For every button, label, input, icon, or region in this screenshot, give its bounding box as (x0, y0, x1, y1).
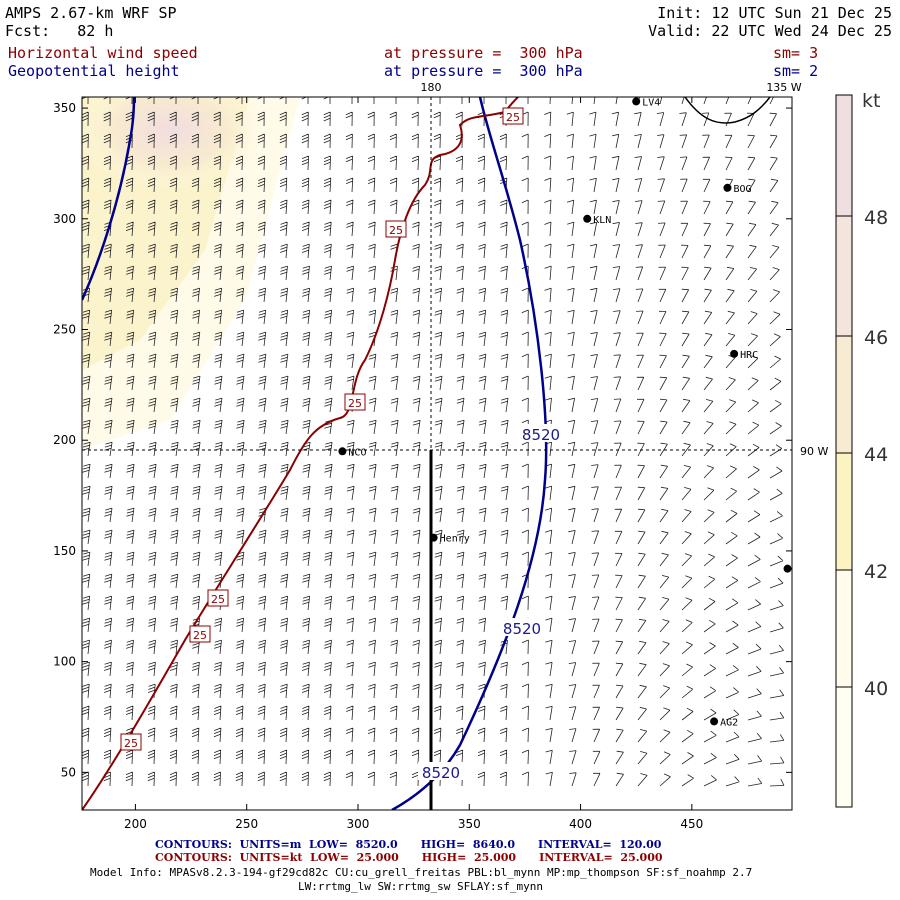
wind-labels: 25 25 25 25 25 25 (120, 107, 524, 751)
contour-info-wind: CONTOURS: UNITS=kt LOW= 25.000 HIGH= 25.… (155, 851, 663, 864)
wind-label: 25 (506, 111, 520, 124)
colorbar-label: 44 (864, 444, 888, 466)
station-marker (632, 97, 641, 106)
station-marker (730, 349, 739, 358)
smoothing-1: sm= 3 (773, 44, 819, 62)
height-contour-upper-left (82, 97, 136, 301)
smoothing-2: sm= 2 (773, 62, 819, 80)
x-tick-label: 200 (124, 817, 147, 831)
station-marker (338, 447, 347, 456)
wind-label: 25 (193, 629, 207, 642)
station-marker (583, 214, 592, 223)
pressure-level-2: at pressure = 300 hPa (384, 62, 583, 80)
colorbar-band-46 (836, 336, 852, 453)
lon-label-180: 180 (421, 81, 442, 94)
colorbar-label: 42 (864, 561, 888, 583)
x-axis: 200 250 300 350 400 450 (124, 97, 703, 831)
y-tick-label: 300 (53, 212, 76, 226)
field-wind-speed: Horizontal wind speed (8, 44, 198, 62)
station-label: KLN (593, 215, 611, 226)
colorbar: kt 48 46 44 42 40 (835, 90, 888, 808)
field-geopotential: Geopotential height (8, 62, 180, 80)
colorbar-band-48b (836, 95, 852, 216)
wind-label: 25 (348, 397, 362, 410)
forecast-hour: Fcst: 82 h (5, 22, 114, 40)
wind-label: 25 (124, 737, 138, 750)
wind-contour-25kt (82, 97, 519, 810)
wind-barbs (82, 97, 792, 787)
station-label: Henry (440, 534, 470, 545)
init-time: Init: 12 UTC Sun 21 Dec 25 (657, 4, 892, 22)
y-tick-label: 150 (53, 544, 76, 558)
valid-time: Valid: 22 UTC Wed 24 Dec 25 (648, 22, 892, 40)
colorbar-unit: kt (862, 90, 880, 112)
colorbar-label: 40 (864, 678, 888, 700)
station-marker (710, 717, 719, 726)
y-tick-label: 200 (53, 433, 76, 447)
lon-label-90w: 90 W (800, 445, 828, 458)
colorbar-band-48a (836, 216, 852, 336)
height-label: 8520 (422, 764, 460, 782)
wind-shading-max (82, 97, 265, 190)
model-info-physics: LW:rrtmg_lw SW:rrtmg_sw SFLAY:sf_mynn (298, 880, 544, 893)
x-tick-label: 300 (347, 817, 370, 831)
height-labels: 8520 8520 8520 (418, 424, 562, 782)
station-marker (723, 183, 732, 192)
station-label: NCO (348, 447, 366, 458)
y-axis: 350 300 250 200 150 100 50 (53, 101, 792, 779)
wind-barb-field (82, 97, 792, 787)
x-tick-label: 250 (235, 817, 258, 831)
station-marker (429, 533, 438, 542)
plot-frame (81, 96, 793, 811)
stations: LV4 BOG KLN HRC NCO Henry AG2 (338, 97, 792, 728)
model-title: AMPS 2.67-km WRF SP (5, 4, 177, 22)
x-tick-label: 350 (458, 817, 481, 831)
model-info: Model Info: MPASv8.2.3-194-gf29cd82c CU:… (90, 866, 753, 879)
colorbar-label: 48 (864, 207, 888, 229)
y-tick-label: 100 (53, 655, 76, 669)
y-tick-label: 350 (53, 101, 76, 115)
height-label: 8520 (522, 426, 560, 444)
station-label: HRC (740, 350, 758, 361)
coastline (684, 97, 771, 124)
height-contour-8520 (391, 97, 548, 810)
station-label: LV4 (642, 97, 660, 108)
pressure-level-1: at pressure = 300 hPa (384, 44, 583, 62)
station-marker (783, 564, 792, 573)
height-label: 8520 (503, 620, 541, 638)
lon-label-135w: 135 W (766, 81, 801, 94)
colorbar-band-40 (836, 687, 852, 807)
station-label: BOG (733, 184, 751, 195)
x-tick-label: 450 (680, 817, 703, 831)
station-label: AG2 (720, 717, 738, 728)
colorbar-band-44 (836, 453, 852, 570)
contour-info-height: CONTOURS: UNITS=m LOW= 8520.0 HIGH= 8640… (155, 838, 662, 851)
colorbar-label: 46 (864, 327, 888, 349)
colorbar-band-42 (836, 570, 852, 687)
y-tick-label: 250 (53, 323, 76, 337)
x-tick-label: 400 (569, 817, 592, 831)
wind-label: 25 (389, 224, 403, 237)
wind-label: 25 (211, 593, 225, 606)
y-tick-label: 50 (61, 765, 76, 779)
